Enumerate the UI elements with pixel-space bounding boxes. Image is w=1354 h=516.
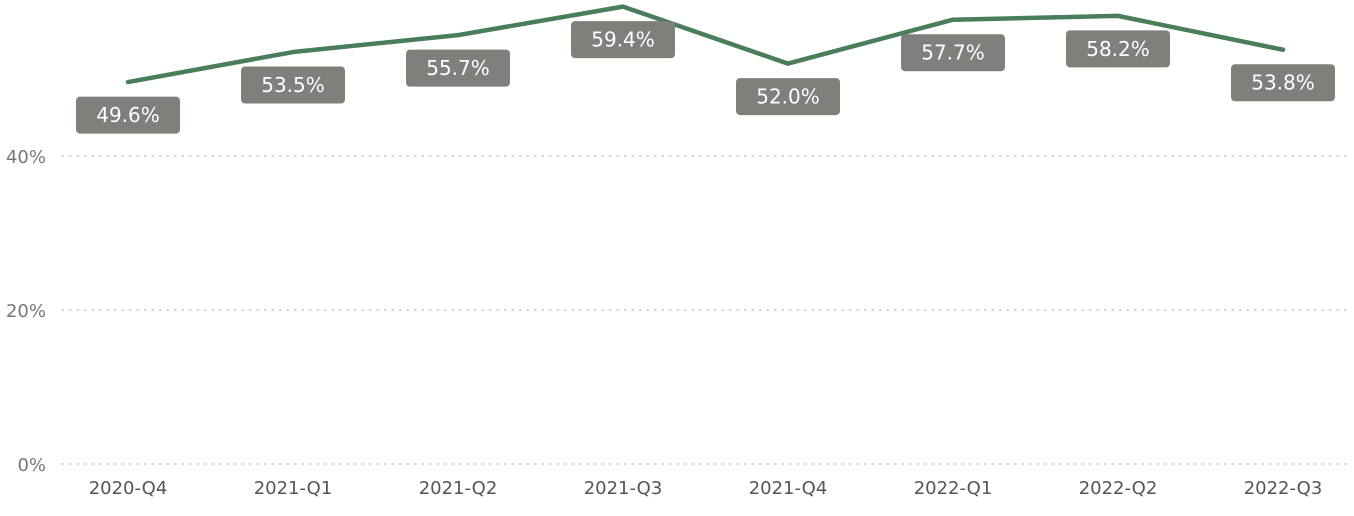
gridlines bbox=[61, 155, 1351, 465]
data-label-text: 55.7% bbox=[426, 56, 490, 80]
y-tick-label: 40% bbox=[6, 147, 46, 168]
data-label-box bbox=[901, 34, 1005, 72]
data-label-text: 53.5% bbox=[261, 73, 325, 97]
data-label: 55.7% bbox=[406, 49, 510, 87]
data-label: 49.6% bbox=[76, 96, 180, 134]
x-tick-label: 2021-Q3 bbox=[584, 478, 663, 499]
series-group bbox=[125, 4, 1286, 85]
data-label-box bbox=[76, 96, 180, 134]
data-label-box bbox=[406, 49, 510, 87]
data-label-box bbox=[571, 21, 675, 59]
x-axis: 2020-Q4 2021-Q1 2021-Q2 2021-Q3 2021-Q4 2022-… bbox=[89, 478, 1323, 499]
data-label-box bbox=[736, 78, 840, 116]
data-label: 53.8% bbox=[1231, 64, 1335, 102]
y-tick-label: 20% bbox=[6, 301, 46, 322]
data-label-text: 52.0% bbox=[756, 85, 820, 109]
data-label: 57.7% bbox=[901, 34, 1005, 72]
y-tick-label: 0% bbox=[17, 455, 46, 476]
x-tick-label: 2022-Q3 bbox=[1244, 478, 1323, 499]
data-label: 59.4% bbox=[571, 21, 675, 59]
x-tick-label: 2021-Q4 bbox=[749, 478, 828, 499]
x-tick-label: 2021-Q1 bbox=[254, 478, 333, 499]
data-label-text: 58.2% bbox=[1086, 37, 1150, 61]
data-label: 53.5% bbox=[241, 66, 345, 104]
data-label-box bbox=[1231, 64, 1335, 102]
data-label-box bbox=[1066, 30, 1170, 68]
series-line-0 bbox=[125, 4, 1286, 85]
data-labels: 49.6% 53.5% 55.7% 59.4% 52.0% 57.7% 58.2% 53.8% bbox=[76, 21, 1335, 134]
data-label-text: 59.4% bbox=[591, 28, 655, 52]
data-label: 58.2% bbox=[1066, 30, 1170, 68]
y-axis: 0% 20% 40% bbox=[6, 147, 46, 476]
data-label-text: 49.6% bbox=[96, 103, 160, 127]
data-label-text: 57.7% bbox=[921, 41, 985, 65]
x-tick-label: 2022-Q2 bbox=[1079, 478, 1158, 499]
data-label-text: 53.8% bbox=[1251, 71, 1315, 95]
data-label: 52.0% bbox=[736, 78, 840, 116]
data-label-box bbox=[241, 66, 345, 104]
x-tick-label: 2021-Q2 bbox=[419, 478, 498, 499]
x-tick-label: 2022-Q1 bbox=[914, 478, 993, 499]
x-tick-label: 2020-Q4 bbox=[89, 478, 168, 499]
